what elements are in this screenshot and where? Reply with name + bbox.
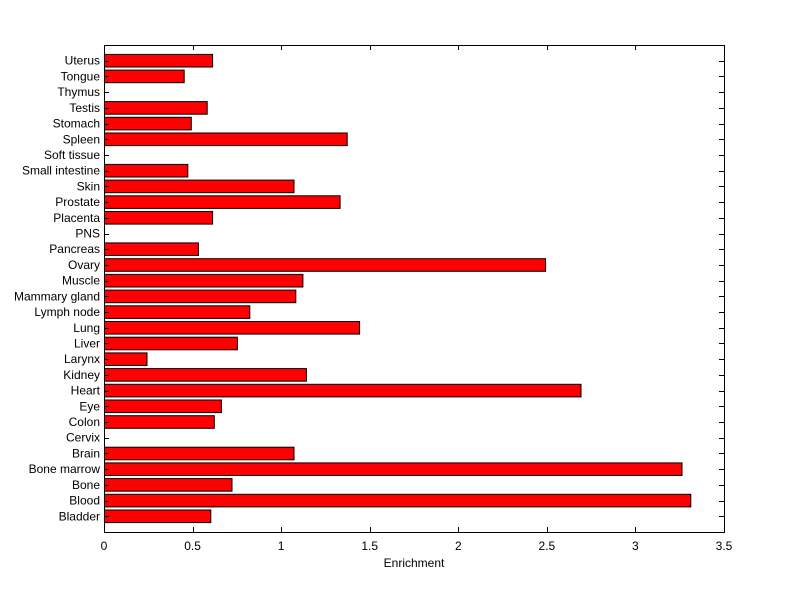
y-tick-label-eye: Eye	[79, 399, 100, 413]
x-tick-label-6: 3	[632, 539, 639, 553]
bar-pancreas	[104, 242, 199, 256]
y-tick-label-heart: Heart	[71, 384, 101, 398]
x-tick-label-0: 0	[101, 539, 108, 553]
bar-heart	[104, 383, 582, 398]
y-tick-label-ovary: Ovary	[68, 258, 100, 272]
y-tick-label-bladder: Bladder	[59, 509, 100, 523]
y-tick-label-spleen: Spleen	[63, 132, 100, 146]
bar-muscle	[104, 273, 304, 288]
y-tick-label-soft-tissue: Soft tissue	[44, 148, 100, 162]
y-tick-label-uterus: Uterus	[65, 54, 100, 68]
y-tick-label-pns: PNS	[75, 227, 100, 241]
y-tick-label-stomach: Stomach	[53, 117, 100, 131]
plot-frame	[104, 45, 725, 533]
x-tick-label-5: 2.5	[539, 539, 556, 553]
y-tick-label-prostate: Prostate	[55, 195, 100, 209]
bar-bone-marrow	[104, 462, 683, 476]
x-axis-ticks: 0 0.5 1 1.5 2 2.5 3 3.5	[101, 45, 733, 553]
bar-tongue	[104, 69, 185, 84]
bar-bladder	[104, 509, 212, 524]
x-axis-title: Enrichment	[384, 556, 445, 570]
bar-testis	[104, 101, 208, 115]
bar-lymph-node	[104, 305, 251, 319]
y-tick-label-tongue: Tongue	[61, 69, 101, 83]
bar-uterus	[104, 53, 214, 68]
x-tick-label-3: 1.5	[361, 539, 378, 553]
bars-group	[104, 53, 692, 524]
bar-blood	[104, 493, 692, 508]
y-tick-label-brain: Brain	[72, 447, 100, 461]
y-tick-label-bone: Bone	[72, 478, 100, 492]
y-tick-label-blood: Blood	[69, 494, 100, 508]
bar-prostate	[104, 195, 341, 209]
x-tick-label-2: 1	[278, 539, 285, 553]
bar-spleen	[104, 132, 348, 147]
bar-bone	[104, 478, 233, 492]
y-tick-label-lung: Lung	[73, 321, 100, 335]
bar-skin	[104, 179, 295, 194]
bar-stomach	[104, 116, 192, 131]
y-tick-label-skin: Skin	[77, 179, 100, 193]
y-tick-label-larynx: Larynx	[64, 352, 100, 366]
bar-liver	[104, 336, 238, 351]
bar-larynx	[104, 352, 148, 366]
y-tick-label-cervix: Cervix	[66, 431, 100, 445]
bar-kidney	[104, 368, 307, 382]
y-tick-label-mammary-gland: Mammary gland	[14, 289, 100, 303]
bar-mammary-gland	[104, 289, 297, 304]
y-tick-label-liver: Liver	[74, 337, 100, 351]
bar-ovary	[104, 258, 547, 272]
bar-small-intestine	[104, 163, 189, 178]
bar-eye	[104, 399, 222, 414]
y-tick-label-bone-marrow: Bone marrow	[29, 462, 101, 476]
x-tick-label-1: 0.5	[184, 539, 201, 553]
bar-brain	[104, 446, 295, 461]
y-tick-label-placenta: Placenta	[53, 211, 100, 225]
y-tick-label-kidney: Kidney	[63, 368, 100, 382]
bar-colon	[104, 415, 215, 429]
x-tick-label-7: 3.5	[716, 539, 733, 553]
bar-placenta	[104, 211, 214, 225]
y-tick-label-lymph-node: Lymph node	[34, 305, 100, 319]
x-tick-label-4: 2	[455, 539, 462, 553]
y-tick-label-colon: Colon	[69, 415, 100, 429]
y-tick-label-testis: Testis	[69, 101, 100, 115]
y-tick-label-small-intestine: Small intestine	[22, 164, 100, 178]
y-tick-label-muscle: Muscle	[62, 274, 100, 288]
y-tick-label-thymus: Thymus	[57, 85, 100, 99]
bar-lung	[104, 321, 361, 335]
y-tick-label-pancreas: Pancreas	[49, 242, 100, 256]
